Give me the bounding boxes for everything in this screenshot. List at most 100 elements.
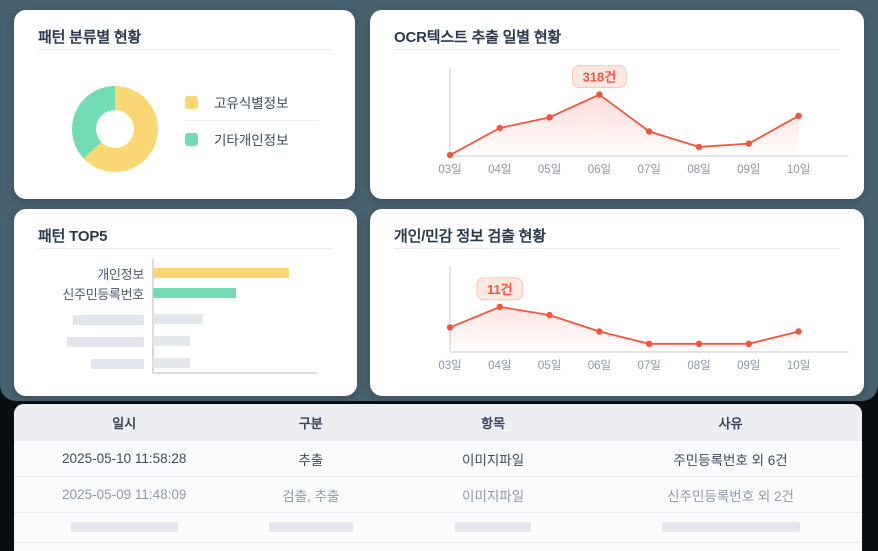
legend-item-other-personal-info[interactable]: 기타개인정보	[185, 127, 318, 151]
cell-skeleton	[387, 520, 599, 535]
data-point[interactable]	[496, 124, 503, 132]
x-tick-label: 03일	[438, 358, 461, 372]
panel-title: OCR텍스트 추출 일별 현황	[394, 29, 562, 46]
series-line	[449, 306, 799, 345]
panel-title: 개인/민감 정보 검출 현황	[394, 228, 546, 245]
bar-row[interactable]	[14, 356, 357, 370]
x-tick-label: 05일	[538, 358, 561, 372]
column-header-category: 구분	[298, 416, 323, 431]
title-divider	[394, 49, 840, 50]
data-point[interactable]	[795, 112, 802, 120]
panel-pattern-category: 패턴 분류별 현황 고유식별정보 기타개인정보	[14, 10, 355, 199]
bar-row[interactable]: 개인정보	[14, 266, 357, 282]
skeleton-value-bar	[153, 314, 204, 324]
panel-detect-daily: 개인/민감 정보 검출 현황 03일 04일 05일 06일 07일 08일 09일 10일 1…	[370, 209, 864, 396]
x-tick-label: 10일	[787, 162, 810, 176]
data-point[interactable]	[795, 328, 802, 335]
skeleton-label-bar	[91, 359, 144, 370]
x-tick-label: 10일	[787, 358, 810, 372]
donut-legend: 고유식별정보 기타개인정보	[185, 90, 318, 151]
data-point[interactable]	[546, 114, 553, 121]
ocr-daily-line-chart[interactable]: 03일 04일 05일 06일 07일 08일 09일 10일 318건	[370, 10, 864, 199]
peak-badge: 11건	[476, 277, 524, 301]
data-point[interactable]	[596, 91, 603, 98]
cell-datetime: 2025-05-09 11:48:09	[62, 487, 187, 502]
panel-ocr-daily: OCR텍스트 추출 일별 현황 03일 04일 05일 06일 07일 08일 09일 10일…	[370, 10, 864, 199]
cell-skeleton	[14, 520, 234, 535]
table-row-skeleton	[14, 513, 862, 543]
column-header-datetime: 일시	[112, 416, 137, 431]
skeleton-label-bar	[67, 337, 144, 348]
data-point[interactable]	[596, 328, 603, 335]
area-fill	[450, 306, 799, 352]
legend-item-unique-id-info[interactable]: 고유식별정보	[185, 90, 318, 114]
donut-chart[interactable]	[72, 86, 158, 172]
column-header-item: 항목	[481, 416, 506, 431]
x-tick-label: 09일	[737, 162, 760, 176]
data-point[interactable]	[745, 340, 752, 347]
x-tick-label: 06일	[588, 358, 611, 372]
donut-hole	[96, 110, 134, 148]
table-row[interactable]: 2025-05-10 11:58:28 추출 이미지파일 주민등록번호 외 6건	[14, 441, 862, 477]
data-point[interactable]	[646, 340, 653, 347]
detect-daily-line-chart[interactable]: 03일 04일 05일 06일 07일 08일 09일 10일 11건	[370, 209, 864, 396]
x-tick-label: 07일	[638, 162, 661, 176]
cell-reason: 신주민등록번호 외 2건	[667, 488, 794, 504]
data-point[interactable]	[446, 151, 454, 159]
table-row[interactable]: 2025-05-09 11:48:09 검출, 추출 이미지파일 신주민등록번호…	[14, 477, 862, 513]
event-log-table: 일시 구분 항목 사유 2025-05-10 11:58:28 추출 이미지파일…	[14, 404, 862, 551]
skeleton-label-bar	[73, 315, 144, 326]
title-divider	[38, 49, 331, 50]
column-header-reason: 사유	[718, 416, 743, 431]
data-point[interactable]	[695, 340, 703, 347]
x-tick-label: 06일	[588, 162, 611, 176]
legend-label: 기타개인정보	[214, 133, 289, 148]
bar-label-skeleton	[14, 312, 144, 327]
data-point[interactable]	[496, 303, 503, 311]
bar-label-skeleton	[14, 334, 144, 349]
value-bar	[153, 288, 236, 298]
x-tick-label: 05일	[538, 162, 561, 176]
series-line	[449, 93, 800, 156]
x-tick-label: 03일	[438, 162, 461, 176]
data-point[interactable]	[745, 140, 752, 147]
bar-row[interactable]	[14, 312, 357, 326]
x-tick-label: 08일	[687, 358, 710, 372]
peak-badge-bubble	[476, 277, 524, 301]
data-point[interactable]	[546, 311, 553, 319]
legend-label: 고유식별정보	[214, 96, 289, 111]
peak-badge-label: 11건	[487, 282, 513, 297]
skeleton-value-bar	[153, 358, 190, 368]
legend-divider	[185, 120, 318, 121]
cell-datetime: 2025-05-10 11:58:28	[62, 451, 187, 466]
panel-title: 패턴 분류별 현황	[38, 29, 142, 46]
bar-row[interactable]	[14, 334, 357, 348]
cell-item: 이미지파일	[462, 488, 525, 504]
legend-swatch-green-icon	[185, 132, 198, 146]
data-point[interactable]	[646, 128, 653, 135]
skeleton-cell-bar	[661, 522, 800, 532]
cell-skeleton	[599, 520, 862, 535]
x-tick-label: 04일	[488, 358, 511, 372]
data-point[interactable]	[446, 324, 454, 331]
bar-row[interactable]: 신주민등록번호	[14, 286, 357, 302]
bar-chart-y-axis	[152, 259, 154, 373]
skeleton-cell-bar	[455, 522, 532, 532]
data-point[interactable]	[695, 143, 703, 151]
peak-badge: 318건	[572, 65, 627, 89]
panel-pattern-top5: 패턴 TOP5 개인정보 신주민등록번호	[14, 209, 357, 396]
cell-category: 검출, 추출	[282, 488, 340, 504]
bar-chart-x-axis	[152, 372, 317, 374]
skeleton-cell-bar	[268, 522, 353, 532]
bar-label-skeleton	[14, 356, 144, 371]
title-divider	[38, 248, 333, 249]
table-row-partial	[14, 543, 862, 551]
x-tick-label: 09일	[737, 358, 760, 372]
legend-swatch-yellow-icon	[185, 95, 198, 109]
bar-label: 신주민등록번호	[62, 286, 144, 302]
x-tick-label: 08일	[687, 162, 710, 176]
skeleton-cell-bar	[70, 522, 178, 532]
area-fill	[450, 94, 799, 156]
bar-label: 개인정보	[97, 266, 144, 282]
